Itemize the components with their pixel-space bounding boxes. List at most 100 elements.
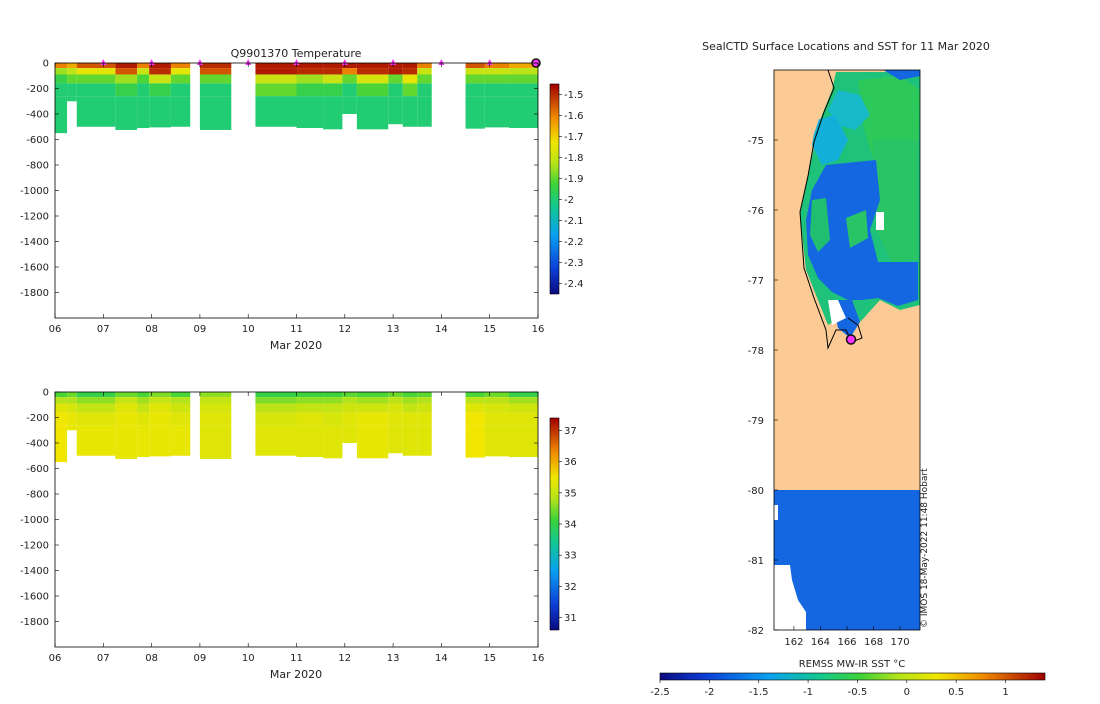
section-cell	[356, 412, 389, 426]
section-cell	[356, 74, 389, 84]
section-cell	[484, 412, 510, 426]
section-cell	[484, 63, 510, 69]
section-cell	[323, 392, 343, 398]
salinity-x-ticks: 06 07 08 09 10 11 12 13 14 15 16	[49, 392, 544, 664]
section-cell	[55, 74, 68, 84]
section-cell	[402, 425, 418, 456]
y-tick-label: -1400	[20, 237, 49, 248]
section-cell	[199, 96, 232, 130]
section-cell	[388, 412, 403, 426]
section-cell	[170, 412, 191, 426]
section-cell	[67, 412, 77, 426]
x-tick-label: 14	[435, 653, 448, 664]
section-cell	[67, 74, 77, 84]
section-cell	[170, 425, 191, 456]
x-tick-label: 12	[338, 653, 351, 664]
colorbar-tick-label: -1.9	[564, 174, 584, 185]
section-cell	[149, 63, 171, 69]
x-tick-label: 13	[387, 653, 400, 664]
section-cell	[417, 397, 432, 404]
lat-tick-label: -79	[748, 416, 764, 427]
profile-marker	[486, 59, 493, 65]
section-cell	[76, 397, 116, 404]
section-cell	[55, 403, 68, 413]
y-tick-label: -800	[26, 490, 49, 501]
section-cell	[465, 412, 485, 426]
section-cell	[170, 392, 191, 398]
section-cell	[323, 425, 343, 459]
section-cell	[296, 392, 324, 398]
section-cell	[296, 397, 324, 404]
section-cell	[137, 392, 150, 398]
profile-markers	[100, 58, 541, 68]
section-cell	[342, 403, 357, 413]
section-cell	[388, 96, 403, 125]
map-colorbar-tick-label: 1	[1002, 687, 1008, 698]
profile-marker	[438, 59, 445, 65]
section-cell	[149, 96, 171, 128]
section-cell	[417, 68, 432, 75]
section-cell	[55, 63, 68, 69]
section-cell	[199, 412, 232, 426]
colorbar-tick-label: 33	[564, 551, 577, 562]
y-tick-label: -1400	[20, 566, 49, 577]
section-cell	[356, 397, 389, 404]
section-cell	[55, 96, 68, 134]
section-cell	[484, 403, 510, 413]
section-cell	[484, 68, 510, 75]
map-lon-ticks: 162 164 166 168 170	[784, 626, 910, 648]
profile-marker	[245, 59, 252, 65]
section-cell	[484, 83, 510, 97]
section-cell	[388, 74, 403, 84]
salinity-section	[55, 392, 538, 463]
colorbar-tick-label: -2	[564, 195, 574, 206]
colorbar-tick-label: -2.1	[564, 216, 584, 227]
x-tick-label: 10	[242, 324, 255, 335]
section-cell	[356, 425, 389, 459]
section-cell	[149, 83, 171, 97]
section-cell	[465, 403, 485, 413]
profile-marker	[100, 59, 107, 65]
section-cell	[323, 397, 343, 404]
temperature-colorbar-ticks: -1.5 -1.6 -1.7 -1.8 -1.9 -2 -2.1 -2.2 -2.3 -2.4	[559, 90, 584, 290]
colorbar-tick-label: -1.8	[564, 153, 584, 164]
map-title: SealCTD Surface Locations and SST for 11…	[702, 40, 990, 53]
section-cell	[199, 68, 232, 75]
section-cell	[67, 392, 77, 398]
section-cell	[149, 425, 171, 457]
lat-tick-label: -75	[748, 136, 764, 147]
section-cell	[67, 68, 77, 75]
map-colorbar-label: REMSS MW-IR SST °C	[799, 659, 906, 670]
lon-tick-label: 164	[811, 637, 830, 648]
section-cell	[509, 403, 538, 413]
lon-tick-label: 170	[891, 637, 910, 648]
colorbar-tick-label: -2.3	[564, 258, 584, 269]
section-cell	[509, 96, 538, 129]
section-cell	[170, 74, 191, 84]
lat-tick-label: -82	[748, 626, 764, 637]
section-cell	[55, 425, 68, 463]
section-cell	[255, 425, 297, 456]
section-cell	[76, 83, 116, 97]
x-tick-label: 14	[435, 324, 448, 335]
x-tick-label: 15	[483, 324, 496, 335]
section-cell	[296, 403, 324, 413]
section-cell	[76, 412, 116, 426]
section-cell	[323, 96, 343, 130]
section-cell	[115, 83, 138, 97]
section-cell	[484, 397, 510, 404]
section-cell	[115, 397, 138, 404]
section-cell	[402, 68, 418, 75]
section-cell	[137, 425, 150, 458]
section-cell	[356, 68, 389, 75]
section-cell	[509, 63, 538, 69]
y-tick-label: -400	[26, 110, 49, 121]
section-cell	[255, 397, 297, 404]
colorbar-tick-label: -2.2	[564, 237, 584, 248]
colorbar-tick-label: 37	[564, 426, 577, 437]
section-cell	[255, 83, 297, 97]
y-tick-label: -600	[26, 135, 49, 146]
colorbar-tick-label: 36	[564, 457, 577, 468]
section-cell	[255, 74, 297, 84]
section-cell	[170, 403, 191, 413]
